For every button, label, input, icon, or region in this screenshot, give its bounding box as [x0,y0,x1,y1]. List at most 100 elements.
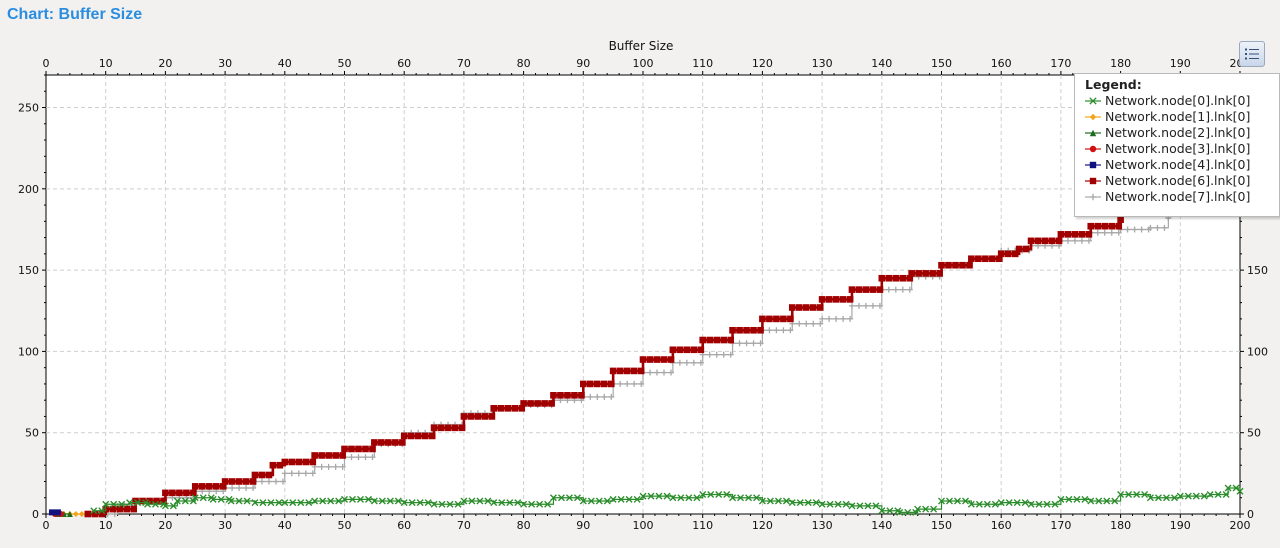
data-point [1048,237,1056,245]
data-point [454,500,462,508]
data-point [152,500,159,508]
data-point [715,491,723,498]
data-point [697,346,705,354]
data-point [795,304,803,311]
data-point [430,424,438,432]
data-point [997,499,1005,507]
data-point [707,491,715,498]
data-point [624,380,631,387]
data-point [817,320,824,327]
data-point [357,495,364,503]
data-point [834,500,842,508]
data-point [557,392,564,399]
data-point [235,497,243,505]
data-point [227,497,235,505]
data-point [819,315,826,322]
data-point [989,255,996,263]
data-point [362,454,369,461]
x-tick-label-top: 70 [457,57,471,70]
data-point [272,478,279,485]
data-point [936,270,943,277]
data-point [176,489,183,497]
data-point [235,478,243,485]
data-point [534,400,541,407]
data-point [490,405,498,412]
y-tick-label-left: 0 [32,508,39,521]
data-point [78,511,85,517]
data-point [1085,237,1092,244]
x-tick-label-top: 130 [812,57,833,70]
data-point [796,320,803,327]
data-point [787,327,794,334]
data-point [549,494,557,502]
data-point [886,507,894,515]
data-point [1021,499,1029,507]
data-point [1034,237,1042,245]
data-point [608,380,615,388]
data-point [490,499,498,507]
data-point [162,489,169,497]
data-point [826,500,834,508]
data-point [750,340,757,347]
data-point [288,470,295,477]
x-tick-label-top: 140 [871,57,892,70]
data-point [557,494,565,502]
data-point [428,432,436,440]
data-point [1101,229,1108,236]
data-point [952,261,959,269]
x-tick-label-top: 180 [1110,57,1131,70]
data-point [153,497,160,505]
data-point [745,494,753,502]
x-tick-label-bottom: 30 [218,519,232,532]
legend-entry: Network.node[2].lnk[0] [1085,125,1279,141]
data-point [1005,499,1013,507]
data-point [915,270,922,277]
data-point [753,494,761,502]
data-point [899,274,907,282]
x-tick-label-bottom: 110 [692,519,713,532]
data-point [1200,492,1208,500]
legend-title: Legend: [1085,77,1142,92]
legend-toggle-button[interactable] [1239,41,1265,67]
data-point [587,380,594,388]
data-point [348,445,355,453]
data-point [281,470,288,477]
data-point [146,497,153,505]
data-point [573,494,581,502]
data-point [1013,499,1021,507]
data-point [608,393,615,400]
data-point [904,508,912,516]
series-group [48,215,1244,518]
data-point [729,494,737,502]
data-point [826,315,833,322]
data-point [706,336,713,344]
data-point [279,478,286,485]
x-tick-label-bottom: 50 [338,519,352,532]
data-point [595,497,603,505]
data-point [653,356,661,363]
y-tick-label-right: 150 [1247,264,1268,277]
data-point [1073,495,1081,503]
data-point [727,336,734,344]
x-tick-label-top: 20 [158,57,172,70]
data-point [481,413,489,420]
series-network-node-6-lnk-0- [84,216,1124,518]
data-point [1214,491,1222,498]
data-point [251,499,259,507]
data-point [1236,487,1244,495]
legend-label: Network.node[4].lnk[0] [1105,157,1251,172]
data-point [594,393,601,400]
panel-title: Chart: Buffer Size [7,6,143,23]
data-point [669,494,677,502]
legend-entry: Network.node[1].lnk[0] [1085,109,1279,125]
data-point [110,500,118,508]
data-point [91,510,99,518]
data-point [757,340,764,347]
data-point [938,261,945,269]
data-point [183,489,190,497]
data-point [929,270,936,277]
data-point [394,497,402,505]
data-point [864,502,872,510]
data-point [281,499,289,507]
x-tick-label-top: 40 [278,57,292,70]
